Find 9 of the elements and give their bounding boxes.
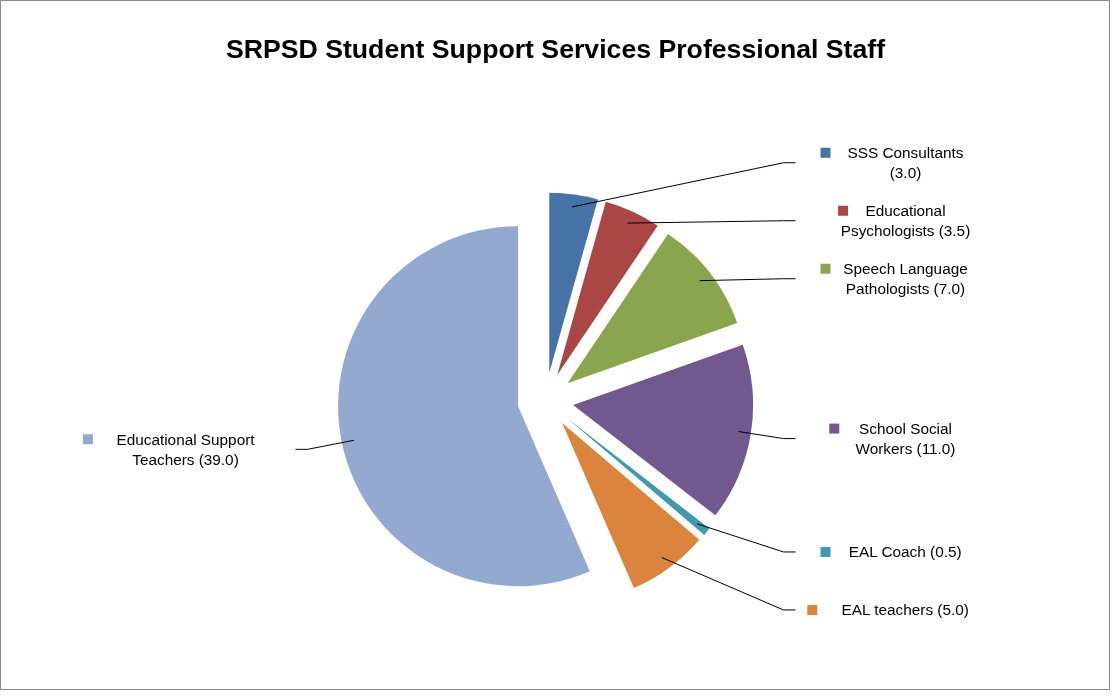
legend-label: Speech Language Pathologists (7.0)	[843, 260, 968, 298]
data-label: (3.0)	[889, 164, 922, 182]
legend-label: EAL Coach (0.5)	[848, 543, 962, 561]
chart-title: SRPSD Student Support Services Professional Staff	[225, 33, 886, 64]
legend-label: School Social Workers (11.0)	[855, 420, 956, 458]
legend-label: Educational Psychologists (3.5)	[840, 202, 971, 240]
legend-label: EAL teachers (5.0)	[841, 601, 969, 619]
legend-label: Educational Support Teachers (39.0)	[116, 430, 256, 468]
legend-label: SSS Consultants	[847, 144, 964, 162]
